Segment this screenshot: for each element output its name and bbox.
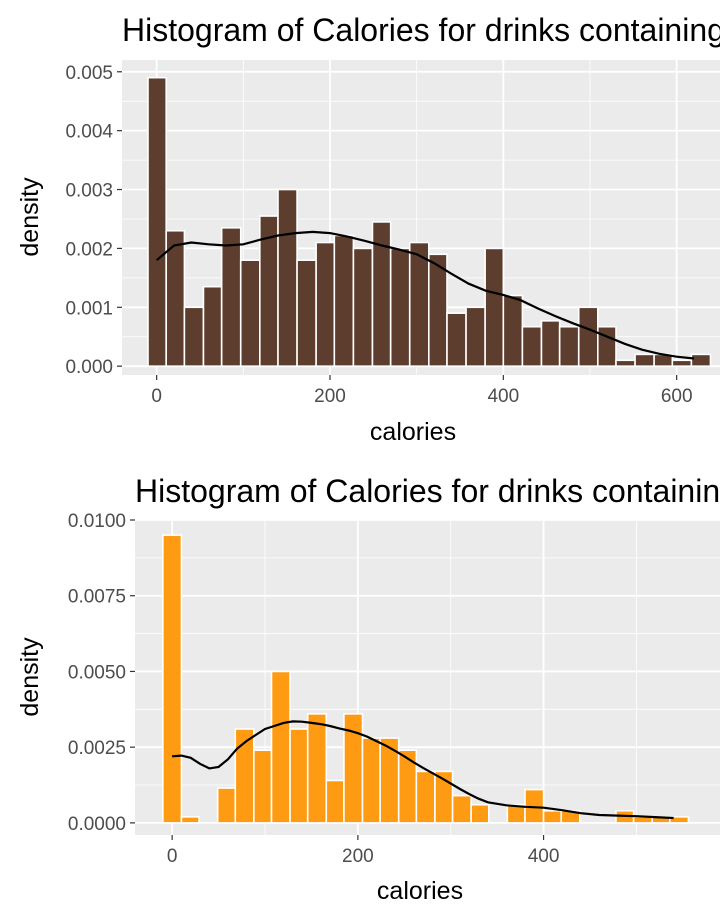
y-tick-label: 0.005: [65, 63, 113, 84]
histogram-bar: [521, 325, 543, 367]
y-tick-label: 0.001: [65, 298, 113, 319]
histogram-bar: [446, 312, 467, 367]
x-axis-ticks: 0 200 400: [167, 835, 560, 867]
histogram-bar: [470, 803, 490, 824]
histogram-bar: [465, 306, 486, 367]
histogram-bar: [415, 770, 436, 824]
x-axis-label: calories: [370, 418, 456, 446]
y-axis-ticks: 0.0000 0.0025 0.0050 0.0075 0.0100: [68, 511, 135, 835]
histogram-bar: [333, 234, 355, 367]
histogram-bars: [162, 534, 690, 824]
histogram-bar: [634, 353, 655, 367]
histogram-bar: [389, 247, 411, 367]
histogram-bar: [180, 816, 200, 824]
x-tick-label: 200: [342, 846, 374, 867]
chart-title: Histogram of Calories for drinks contain…: [135, 473, 720, 509]
histogram-bar: [165, 229, 186, 367]
histogram-bar: [408, 241, 430, 367]
chart-tea: Histogram of Calories for drinks contain…: [16, 473, 720, 905]
chart-coffee: Histogram of Calories for drinks contain…: [16, 12, 720, 446]
x-axis-ticks: 0 200 400 600: [151, 375, 693, 407]
histogram-bar: [558, 325, 580, 367]
y-axis-ticks: 0.000 0.001 0.002 0.003 0.004 0.005: [65, 63, 122, 378]
y-tick-label: 0.0075: [68, 587, 126, 608]
histogram-bar: [484, 247, 505, 367]
histogram-bar: [147, 76, 168, 367]
histogram-bar: [361, 737, 381, 824]
histogram-bar: [183, 306, 205, 367]
histogram-bar: [669, 816, 690, 824]
y-axis-label: density: [16, 177, 44, 257]
y-axis-label: density: [16, 637, 44, 717]
y-tick-label: 0.0000: [68, 814, 126, 835]
histogram-bar: [296, 259, 317, 367]
histogram-bar: [690, 353, 712, 367]
histogram-bars: [147, 76, 712, 367]
histogram-bar: [427, 253, 448, 367]
x-tick-label: 400: [528, 846, 560, 867]
x-tick-label: 0: [151, 386, 162, 407]
x-tick-label: 200: [314, 386, 346, 407]
histogram-bar: [277, 188, 298, 367]
y-tick-label: 0.004: [65, 122, 113, 143]
histogram-bar: [542, 809, 563, 824]
histogram-bar: [596, 325, 617, 367]
histogram-bar: [671, 359, 693, 367]
histogram-bar: [615, 359, 636, 367]
histogram-bar: [202, 285, 223, 367]
y-tick-label: 0.0050: [68, 662, 126, 683]
histogram-bar: [540, 320, 561, 367]
histogram-bar: [577, 306, 599, 367]
x-tick-label: 0: [167, 846, 178, 867]
y-tick-label: 0.000: [65, 357, 113, 378]
histogram-bar: [306, 713, 328, 824]
histogram-bar: [315, 241, 336, 367]
density-curve: [172, 720, 674, 820]
histogram-bar: [162, 534, 183, 824]
x-axis-label: calories: [377, 877, 463, 905]
histogram-bar: [239, 259, 261, 367]
y-tick-label: 0.003: [65, 181, 113, 202]
density-curve: [155, 230, 695, 360]
histogram-bar: [289, 728, 309, 824]
histogram-bar: [352, 247, 374, 367]
histogram-bar: [253, 749, 273, 824]
y-tick-label: 0.002: [65, 239, 113, 260]
histogram-bar: [325, 779, 345, 824]
x-tick-label: 400: [487, 386, 519, 407]
y-tick-label: 0.0025: [68, 738, 126, 759]
histogram-bar: [502, 294, 524, 367]
histogram-bar: [270, 670, 291, 824]
chart-title: Histogram of Calories for drinks contain…: [122, 12, 720, 48]
histogram-bar: [451, 794, 472, 824]
x-tick-label: 600: [661, 386, 693, 407]
histogram-bar: [220, 227, 242, 367]
histogram-bar: [216, 787, 237, 824]
y-tick-label: 0.0100: [68, 511, 126, 532]
